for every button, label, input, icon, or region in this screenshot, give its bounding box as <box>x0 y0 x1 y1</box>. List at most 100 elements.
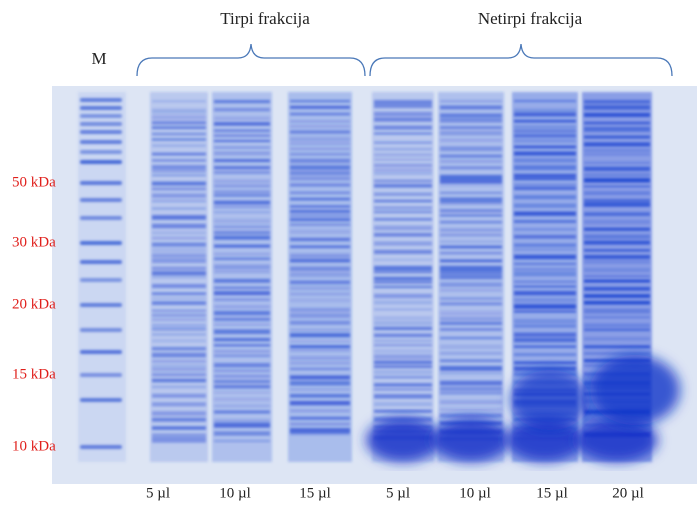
protein-band <box>214 329 270 335</box>
protein-band <box>584 100 650 104</box>
protein-band <box>374 111 432 117</box>
protein-band <box>290 153 350 156</box>
protein-band <box>374 225 432 231</box>
marker-band <box>80 98 122 102</box>
protein-band <box>152 297 206 300</box>
protein-band <box>290 416 350 420</box>
kda-label: 20 kDa <box>12 296 56 312</box>
marker-band <box>80 181 122 185</box>
protein-band <box>214 286 270 290</box>
marker-band <box>80 150 122 154</box>
marker-band <box>80 350 122 354</box>
protein-band <box>214 431 270 436</box>
protein-band <box>152 207 206 210</box>
protein-band <box>214 100 270 104</box>
protein-band <box>584 219 650 225</box>
protein-band <box>514 125 576 130</box>
protein-band <box>152 253 206 258</box>
protein-band <box>290 136 350 142</box>
lane-label: 5 µl <box>146 485 170 501</box>
protein-band <box>584 300 650 305</box>
protein-band <box>290 214 350 218</box>
protein-band <box>440 166 502 170</box>
protein-band <box>374 141 432 144</box>
protein-band <box>152 165 206 170</box>
protein-band <box>374 343 432 347</box>
protein-band <box>440 352 502 355</box>
protein-band <box>374 163 432 168</box>
protein-band <box>514 366 576 372</box>
protein-band <box>440 146 502 152</box>
protein-band <box>152 364 206 369</box>
protein-band <box>214 146 270 149</box>
protein-band <box>584 173 650 177</box>
protein-band <box>374 168 432 173</box>
protein-band <box>374 153 432 157</box>
protein-band <box>152 159 206 162</box>
protein-band <box>290 400 350 406</box>
lane-label: 20 µl <box>612 485 644 501</box>
protein-band <box>214 317 270 322</box>
protein-band <box>584 286 650 291</box>
protein-band <box>514 271 576 277</box>
protein-band <box>152 332 206 337</box>
protein-band <box>514 165 576 171</box>
sample-lane <box>212 92 272 462</box>
marker-band <box>80 241 122 245</box>
sample-lane <box>438 92 504 462</box>
protein-band <box>584 352 650 355</box>
protein-band <box>214 419 270 424</box>
sample-lane <box>372 92 434 462</box>
protein-band <box>374 316 432 321</box>
protein-band <box>214 363 270 368</box>
protein-band <box>514 345 576 348</box>
protein-band <box>290 349 350 352</box>
lane-label: 10 µl <box>459 485 491 501</box>
sample-lane <box>288 92 352 462</box>
marker-band <box>80 373 122 377</box>
protein-band <box>374 308 432 311</box>
protein-band <box>290 105 350 109</box>
protein-band <box>290 170 350 176</box>
protein-band <box>584 249 650 252</box>
marker-band <box>80 114 122 118</box>
protein-band <box>152 352 206 358</box>
protein-band <box>214 379 270 384</box>
protein-band <box>514 267 576 272</box>
protein-band <box>514 134 576 138</box>
protein-blob <box>510 370 590 430</box>
lane-label: 15 µl <box>299 485 331 501</box>
marker-band <box>80 106 122 110</box>
protein-band <box>152 193 206 198</box>
protein-band <box>152 276 206 279</box>
protein-band <box>584 212 650 217</box>
protein-band <box>440 380 502 386</box>
protein-band <box>290 380 350 386</box>
protein-band <box>374 125 432 130</box>
protein-band <box>440 359 502 362</box>
protein-band <box>152 230 206 235</box>
protein-band <box>152 318 206 322</box>
protein-band <box>374 117 432 122</box>
protein-band <box>514 254 576 260</box>
protein-band <box>152 258 206 264</box>
protein-band <box>584 148 650 153</box>
protein-band <box>514 151 576 156</box>
protein-band <box>374 258 432 261</box>
protein-band <box>374 179 432 183</box>
sample-lane <box>150 92 208 462</box>
protein-band <box>514 290 576 296</box>
protein-blob <box>576 418 658 462</box>
marker-lane <box>78 92 126 462</box>
protein-band <box>514 324 576 328</box>
protein-band <box>584 345 650 349</box>
protein-band <box>374 383 432 387</box>
protein-band <box>214 184 270 188</box>
lane-smear <box>78 92 126 462</box>
protein-band <box>152 339 206 343</box>
protein-band <box>440 126 502 130</box>
protein-band <box>214 218 270 224</box>
protein-band <box>440 240 502 243</box>
protein-band <box>440 270 502 275</box>
protein-band <box>374 249 432 254</box>
